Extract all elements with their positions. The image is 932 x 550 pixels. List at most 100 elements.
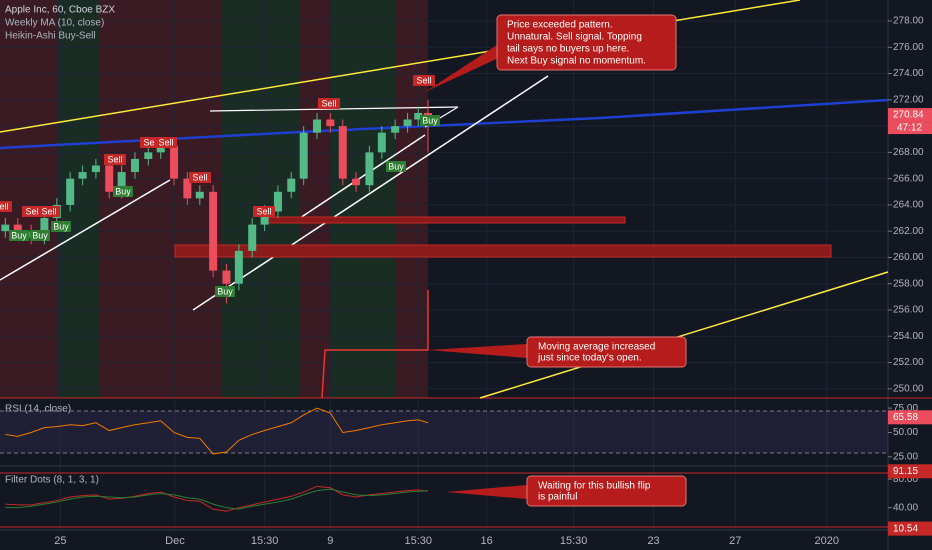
symbol-title: Apple Inc, 60, Cboe BZX [5, 5, 115, 16]
candle-body [313, 119, 322, 133]
last-price: 270.84 [893, 110, 924, 121]
candle-body [391, 126, 400, 133]
signal: Sell [416, 75, 431, 85]
study-label: Weekly MA (10, close) [5, 18, 104, 29]
annotation: is painful [538, 492, 577, 503]
candle-body [1, 224, 10, 232]
candle-body [338, 126, 347, 179]
annotation: Unnatural. Sell signal. Topping [507, 32, 642, 43]
candle-body [13, 224, 22, 232]
x-tick-label: Dec [165, 535, 185, 547]
annotation: just since today's open. [537, 353, 642, 364]
annotation: tail says no buyers up here. [507, 44, 629, 55]
heikin-ashi-shading [0, 0, 428, 398]
candle-body [117, 172, 126, 192]
x-tick-label: 27 [729, 535, 741, 547]
signal: Sell [107, 154, 122, 164]
x-tick-label: 15:30 [404, 535, 432, 547]
y-tick-label: 274.00 [893, 68, 924, 79]
y-tick-label: 272.00 [893, 94, 924, 105]
candle-body [156, 145, 165, 153]
y-tick-label: 268.00 [893, 147, 924, 158]
y-tick-label: 75.00 [893, 403, 918, 414]
candle-body [144, 152, 153, 159]
candle-body [273, 191, 282, 212]
y-tick-label: 25.00 [893, 451, 918, 462]
series-line [5, 488, 429, 510]
candle-body [365, 152, 374, 186]
candle-body [222, 270, 231, 284]
legend: Apple Inc, 60, Cboe BZX Weekly MA (10, c… [5, 5, 115, 486]
candle-body [105, 165, 114, 192]
y-tick-label: 252.00 [893, 357, 924, 368]
signals: Sell Sell Sell Buy Buy Buy Sell Buy Sell… [0, 75, 440, 297]
y-tick-label: 254.00 [893, 331, 924, 342]
annotation: Moving average increased [538, 342, 655, 353]
signal: Sell [158, 137, 173, 147]
signal: Buy [11, 230, 27, 240]
drawings [0, 0, 889, 528]
x-tick-label: 16 [480, 535, 492, 547]
x-tick-label: 9 [327, 535, 333, 547]
signal: Buy [422, 115, 438, 125]
value-tag: 10.54 [893, 523, 918, 534]
candle-body [326, 119, 335, 127]
x-tick-label: 15:30 [560, 535, 588, 547]
y-tick-label: 40.00 [893, 502, 918, 513]
value-tag-bg [888, 464, 932, 479]
candle-body [403, 119, 412, 127]
candle-body [40, 218, 49, 238]
x-tick-label: 23 [647, 535, 659, 547]
y-tick-label: 264.00 [893, 200, 924, 211]
series-line [5, 407, 429, 455]
signal: Buy [115, 186, 131, 196]
candle-body [195, 191, 204, 199]
candle-body [352, 178, 361, 186]
y-tick-label: 80.00 [893, 474, 918, 485]
y-tick-label: 266.00 [893, 173, 924, 184]
grid [0, 0, 888, 530]
annotation: Next Buy signal no momentum. [507, 56, 646, 67]
signal: Buy [388, 161, 404, 171]
x-tick-label: 2020 [814, 535, 838, 547]
candle-body [414, 112, 423, 120]
candle-body [424, 112, 433, 116]
study-label: Heikin-Ashi Buy-Sell [5, 31, 96, 42]
pane-title: RSI (14, close) [5, 404, 71, 415]
candle-body [130, 158, 139, 173]
y-tick-label: 278.00 [893, 16, 924, 27]
candle-body [287, 178, 296, 192]
y-tick-label: 50.00 [893, 427, 918, 438]
last-value-bg [888, 410, 932, 425]
candle-body [234, 250, 243, 284]
y-tick-label: 262.00 [893, 226, 924, 237]
signal: Sell [192, 172, 207, 182]
countdown: 47:12 [897, 123, 922, 134]
last-value: 65.58 [893, 412, 918, 423]
candle-body [209, 191, 218, 271]
value-tag: 91.15 [893, 466, 918, 477]
candle-body [170, 145, 179, 179]
candle-body [377, 132, 386, 153]
last-price-bg [888, 108, 932, 123]
candle-body [78, 172, 87, 179]
y-tick-label: 258.00 [893, 278, 924, 289]
y-tick-label: 276.00 [893, 42, 924, 53]
countdown-bg [888, 122, 932, 135]
callouts: Price exceeded pattern. Unnatural. Sell … [425, 14, 687, 507]
signal: Buy [53, 221, 69, 231]
x-tick-label: 25 [54, 535, 66, 547]
signal: Buy [217, 286, 233, 296]
candle-body [260, 211, 269, 225]
signal: Sell [25, 206, 40, 216]
candle-body [183, 178, 192, 199]
annotation: Waiting for this bullish flip [538, 481, 651, 492]
candle-body [66, 178, 75, 205]
candle-body [299, 132, 308, 179]
signal: Sell [321, 98, 336, 108]
x-tick-label: 15:30 [251, 535, 279, 547]
marks: 25 Dec 15:30 9 15:30 16 15:30 23 27 2020 250.00 252… [1, 16, 932, 547]
y-tick-label: 256.00 [893, 305, 924, 316]
